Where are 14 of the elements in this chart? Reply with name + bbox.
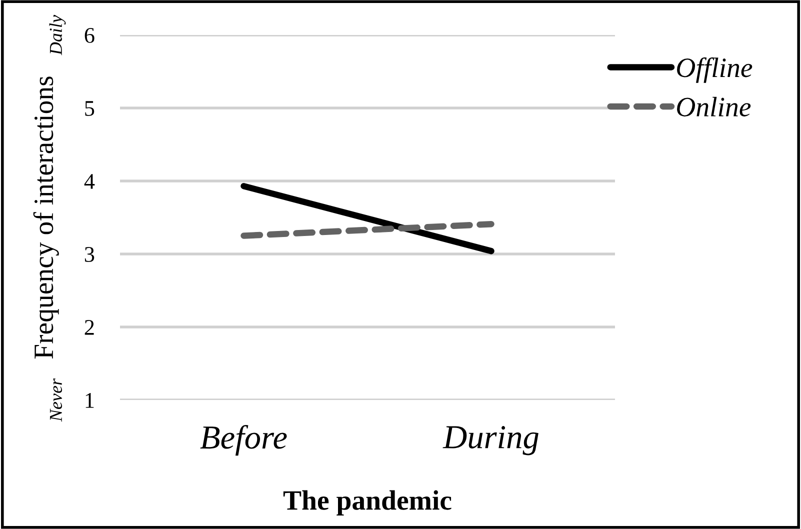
y-axis-title: Frequency of interactions — [33, 76, 59, 359]
y-tick-label: 5 — [85, 101, 94, 116]
legend-label: Offline — [677, 57, 752, 83]
x-tick-label: Before — [200, 425, 287, 456]
text: Daily — [49, 14, 66, 56]
y-tick-label: 1 — [86, 393, 94, 408]
legend-label: Online — [677, 96, 751, 116]
y-tick-label: 3 — [84, 246, 94, 262]
y-tick-label: 6 — [84, 28, 94, 43]
x-tick-label: During — [442, 426, 538, 456]
text: Never — [50, 378, 62, 422]
x-axis-title: The pandemic — [283, 490, 452, 516]
y-tick-label: 4 — [84, 174, 95, 189]
y-tick-label: 2 — [84, 320, 94, 335]
